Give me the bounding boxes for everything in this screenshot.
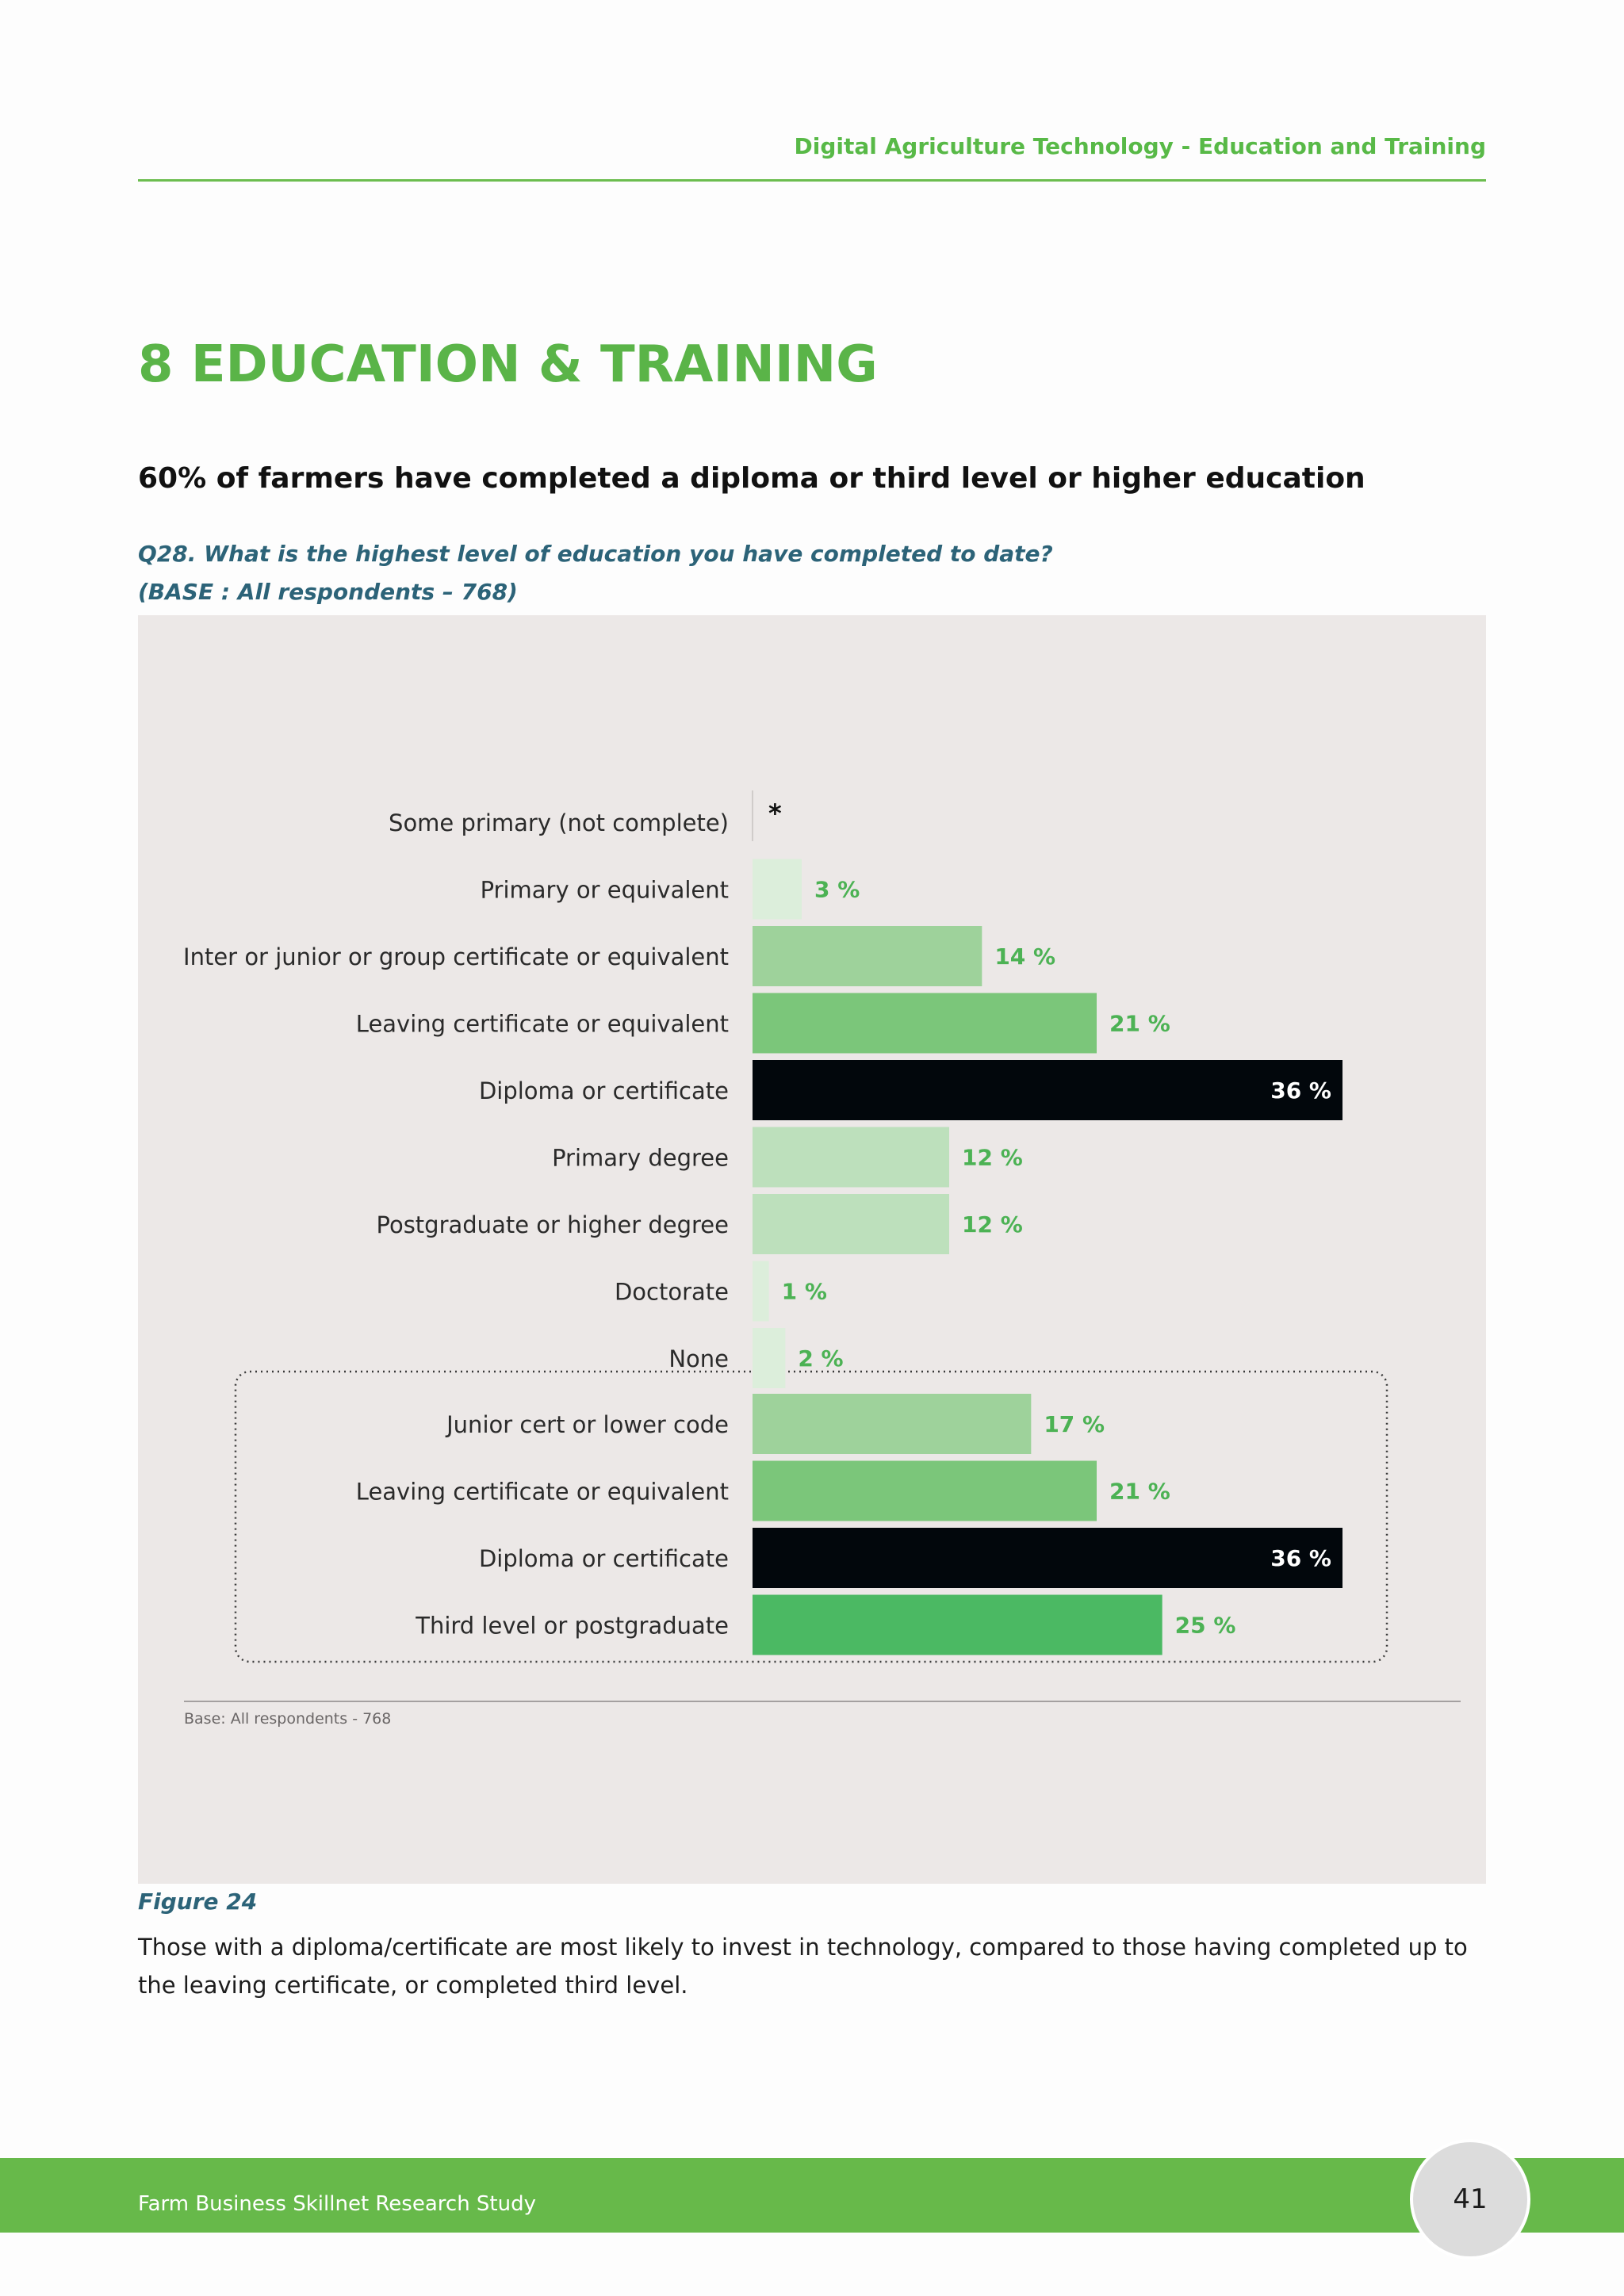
section-title: 8 EDUCATION & TRAINING xyxy=(138,335,878,394)
question-text: Q28. What is the highest level of educat… xyxy=(138,541,1053,567)
category-label: Diploma or certificate xyxy=(479,1545,729,1572)
footer-study-name: Farm Business Skillnet Research Study xyxy=(138,2192,536,2216)
summary-group-box xyxy=(234,1370,1388,1663)
category-label: Leaving certificate or equivalent xyxy=(356,1479,729,1506)
running-header-title: Digital Agriculture Technology - Educati… xyxy=(794,133,1486,159)
value-label: * xyxy=(768,798,782,828)
bar xyxy=(753,1261,769,1322)
value-label: 21 % xyxy=(1109,1479,1170,1505)
figure-caption: Those with a diploma/certificate are mos… xyxy=(138,1934,1468,1999)
header-rule xyxy=(138,179,1486,182)
bar xyxy=(753,1060,1342,1120)
survey-question: Q28. What is the highest level of educat… xyxy=(138,535,1053,611)
category-label: Primary degree xyxy=(552,1145,729,1172)
bar xyxy=(753,1594,1162,1655)
bar xyxy=(753,1460,1097,1521)
chart-base-note: Base: All respondents - 768 xyxy=(184,1710,391,1728)
category-label: Doctorate xyxy=(615,1279,729,1306)
value-label: 3 % xyxy=(814,877,860,903)
bar xyxy=(753,993,1097,1054)
value-label: 12 % xyxy=(962,1211,1023,1238)
bar xyxy=(753,1328,786,1388)
bar xyxy=(753,859,802,920)
education-bar-chart: Some primary (not complete) * Primary or e… xyxy=(183,790,1461,1728)
category-label: Diploma or certificate xyxy=(479,1077,729,1104)
bar xyxy=(753,1127,949,1188)
value-label: 17 % xyxy=(1044,1411,1105,1437)
question-base: (BASE : All respondents – 768) xyxy=(138,579,518,605)
value-label: 36 % xyxy=(1270,1077,1331,1104)
bar xyxy=(753,1194,949,1254)
bar xyxy=(753,1394,1032,1454)
category-label: Some primary (not complete) xyxy=(389,809,729,836)
bar xyxy=(753,1528,1342,1588)
value-label: 1 % xyxy=(782,1279,827,1305)
category-label: None xyxy=(668,1345,729,1372)
category-label: Postgraduate or higher degree xyxy=(377,1211,730,1238)
footer-band xyxy=(0,2158,1624,2233)
bar xyxy=(753,926,982,986)
headline: 60% of farmers have completed a diploma … xyxy=(138,462,1365,495)
chart-panel: Some primary (not complete) * Primary or e… xyxy=(138,615,1486,1884)
category-label: Inter or junior or group certificate or … xyxy=(183,943,729,970)
category-label: Junior cert or lower code xyxy=(445,1411,729,1438)
value-label: 12 % xyxy=(962,1145,1023,1171)
value-label: 14 % xyxy=(994,943,1055,970)
category-label: Primary or equivalent xyxy=(481,877,729,904)
page-number: 41 xyxy=(1410,2139,1530,2260)
category-label: Third level or postgraduate xyxy=(415,1613,729,1640)
value-label: 21 % xyxy=(1109,1011,1170,1037)
value-label: 36 % xyxy=(1270,1545,1331,1571)
figure-label: Figure 24 xyxy=(138,1888,258,1915)
category-label: Leaving certificate or equivalent xyxy=(356,1011,729,1038)
value-label: 2 % xyxy=(798,1345,843,1372)
value-label: 25 % xyxy=(1175,1613,1236,1639)
